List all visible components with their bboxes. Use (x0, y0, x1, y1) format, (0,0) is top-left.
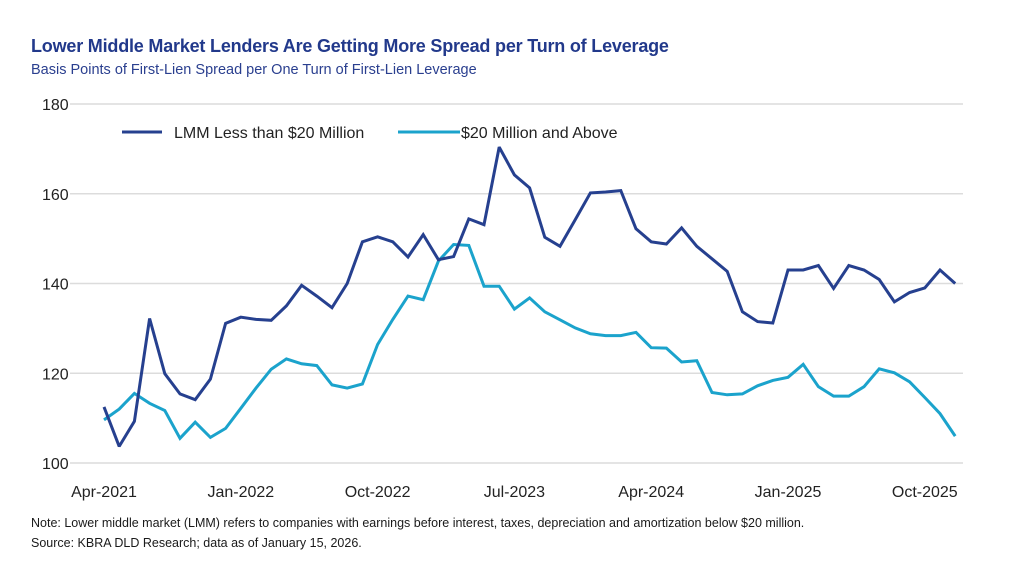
x-axis-ticks: Apr-2021 Jan-2022 Oct-2022 Jul-2023 Apr-2024… (71, 484, 958, 501)
x-tick-label: Apr-2021 (71, 484, 137, 501)
x-tick-label: Jan-2025 (755, 484, 822, 501)
x-tick-label: Oct-2022 (345, 484, 411, 501)
y-tick-label: 120 (42, 366, 69, 383)
legend-label: LMM Less than $20 Million (174, 125, 364, 142)
y-tick-label: 180 (42, 97, 69, 114)
x-tick-label: Oct-2025 (892, 484, 958, 501)
x-tick-label: Jul-2023 (484, 484, 545, 501)
y-axis-ticks: 100 120 140 160 180 (42, 97, 69, 473)
x-tick-label: Jan-2022 (207, 484, 274, 501)
y-tick-label: 140 (42, 277, 69, 294)
series-lines (102, 146, 957, 448)
gridlines (70, 103, 963, 464)
legend: LMM Less than $20 Million $20 Million and… (122, 125, 618, 142)
y-tick-label: 100 (42, 456, 69, 473)
footnote-source: Source: KBRA DLD Research; data as of Ja… (31, 536, 362, 550)
x-tick-label: Apr-2024 (618, 484, 684, 501)
chart-title: Lower Middle Market Lenders Are Getting … (31, 36, 669, 56)
chart-subtitle: Basis Points of First-Lien Spread per On… (31, 62, 477, 78)
legend-label: $20 Million and Above (461, 125, 618, 142)
footnote-note: Note: Lower middle market (LMM) refers t… (31, 516, 805, 530)
y-tick-label: 160 (42, 187, 69, 204)
series-line-0 (102, 146, 957, 448)
series-line-1 (103, 242, 957, 441)
